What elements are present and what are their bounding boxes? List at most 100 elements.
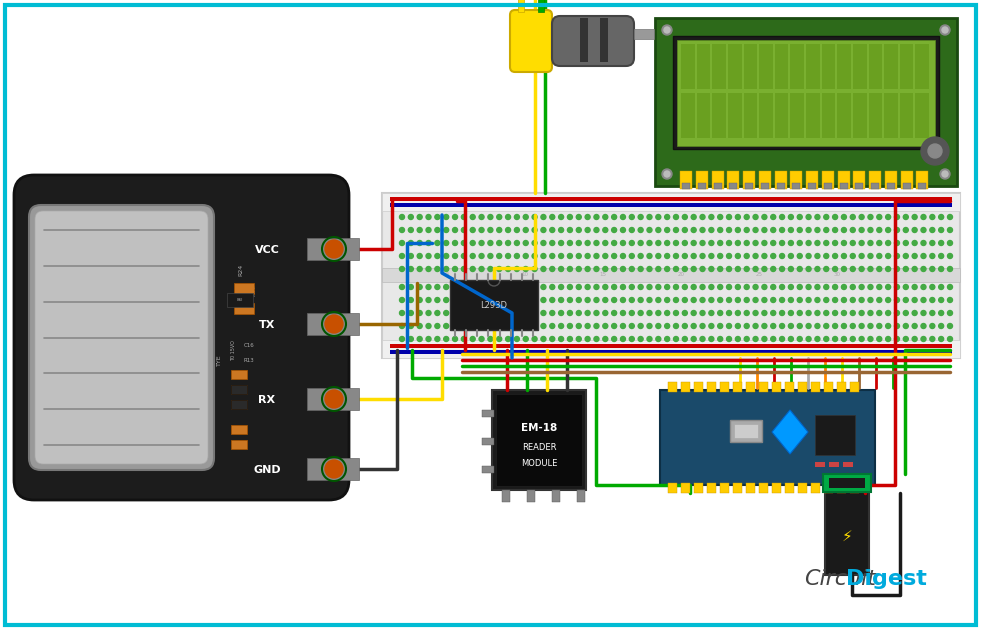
Circle shape [585, 297, 591, 302]
Circle shape [762, 253, 767, 258]
Circle shape [904, 336, 908, 341]
Circle shape [541, 214, 545, 219]
Circle shape [753, 323, 758, 328]
Circle shape [602, 241, 608, 246]
Circle shape [912, 323, 917, 328]
Circle shape [692, 323, 697, 328]
Bar [728, 44, 742, 89]
Bar [307, 238, 359, 260]
Circle shape [683, 285, 688, 290]
Circle shape [806, 323, 811, 328]
Circle shape [417, 311, 422, 316]
Circle shape [877, 323, 882, 328]
Circle shape [576, 241, 582, 246]
Circle shape [541, 297, 545, 302]
Bar [798, 382, 807, 392]
Circle shape [541, 241, 545, 246]
Bar [580, 18, 588, 62]
Circle shape [815, 227, 820, 232]
Circle shape [842, 253, 847, 258]
Circle shape [639, 253, 644, 258]
Circle shape [408, 241, 413, 246]
Circle shape [798, 241, 802, 246]
Circle shape [942, 171, 948, 177]
Circle shape [452, 241, 457, 246]
Circle shape [639, 297, 644, 302]
Circle shape [851, 253, 855, 258]
Circle shape [824, 311, 829, 316]
Circle shape [798, 266, 802, 272]
Bar [823, 474, 871, 492]
Circle shape [930, 285, 935, 290]
Circle shape [727, 266, 732, 272]
Circle shape [904, 266, 908, 272]
Polygon shape [772, 410, 808, 454]
Circle shape [629, 323, 635, 328]
Circle shape [611, 323, 617, 328]
Bar [496, 394, 582, 486]
Circle shape [602, 311, 608, 316]
Bar [712, 93, 726, 138]
Circle shape [639, 336, 644, 341]
Circle shape [532, 297, 537, 302]
Circle shape [532, 227, 537, 232]
Circle shape [798, 214, 802, 219]
Circle shape [683, 311, 688, 316]
Circle shape [859, 311, 864, 316]
Bar [713, 183, 721, 189]
Circle shape [806, 266, 811, 272]
Circle shape [930, 266, 935, 272]
Circle shape [488, 285, 492, 290]
Circle shape [647, 336, 652, 341]
Circle shape [683, 253, 688, 258]
Bar [759, 93, 773, 138]
Circle shape [426, 214, 431, 219]
Circle shape [833, 323, 838, 328]
Circle shape [762, 241, 767, 246]
Circle shape [620, 266, 626, 272]
Circle shape [496, 214, 501, 219]
Circle shape [656, 253, 661, 258]
Circle shape [912, 311, 917, 316]
Circle shape [620, 323, 626, 328]
Circle shape [443, 214, 448, 219]
Circle shape [948, 285, 953, 290]
Circle shape [762, 227, 767, 232]
Circle shape [886, 285, 891, 290]
Circle shape [558, 297, 564, 302]
Circle shape [629, 241, 635, 246]
Circle shape [683, 227, 688, 232]
Circle shape [780, 266, 785, 272]
Bar [772, 382, 781, 392]
Circle shape [585, 336, 591, 341]
Circle shape [496, 323, 501, 328]
Circle shape [921, 266, 926, 272]
Circle shape [674, 214, 679, 219]
Circle shape [904, 253, 908, 258]
Circle shape [576, 214, 582, 219]
Bar [900, 44, 913, 89]
Circle shape [470, 241, 475, 246]
Circle shape [417, 323, 422, 328]
Circle shape [443, 311, 448, 316]
Circle shape [576, 323, 582, 328]
Circle shape [815, 266, 820, 272]
Circle shape [930, 336, 935, 341]
Circle shape [780, 297, 785, 302]
Circle shape [443, 241, 448, 246]
Circle shape [549, 214, 555, 219]
Bar [775, 93, 789, 138]
Circle shape [408, 311, 413, 316]
Circle shape [514, 253, 519, 258]
Circle shape [576, 227, 582, 232]
Circle shape [452, 297, 457, 302]
Circle shape [479, 336, 484, 341]
Circle shape [798, 323, 802, 328]
Circle shape [479, 311, 484, 316]
Circle shape [868, 253, 873, 258]
Bar [824, 483, 833, 493]
Circle shape [532, 285, 537, 290]
Circle shape [426, 323, 431, 328]
Circle shape [496, 297, 501, 302]
Circle shape [727, 214, 732, 219]
